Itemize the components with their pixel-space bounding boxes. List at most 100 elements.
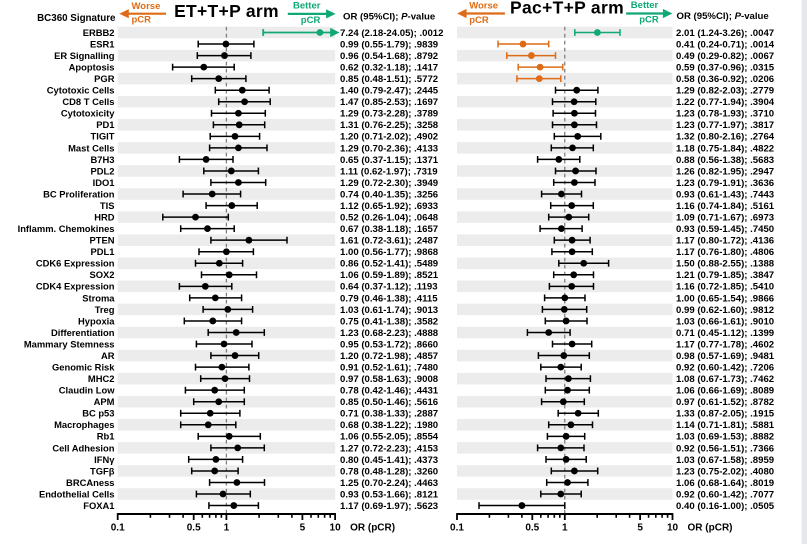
svg-text:OR (95%CI); P-value: OR (95%CI); P-value (677, 11, 769, 22)
svg-text:0.79 (0.46-1.38); .4115: 0.79 (0.46-1.38); .4115 (340, 293, 438, 304)
svg-text:Inflamm. Chemokines: Inflamm. Chemokines (18, 223, 115, 234)
svg-text:FOXA1: FOXA1 (83, 500, 114, 511)
svg-text:B7H3: B7H3 (91, 154, 115, 165)
svg-text:1.23 (0.75-2.02); .4080: 1.23 (0.75-2.02); .4080 (676, 466, 774, 477)
svg-text:1.31 (0.76-2.25); .3258: 1.31 (0.76-2.25); .3258 (340, 120, 439, 131)
svg-text:Cytotoxicity: Cytotoxicity (61, 108, 115, 119)
svg-text:1.18 (0.75-1.84); .4822: 1.18 (0.75-1.84); .4822 (676, 143, 774, 154)
svg-text:TIGIT: TIGIT (91, 131, 115, 142)
svg-text:1.06 (0.59-1.89); .8521: 1.06 (0.59-1.89); .8521 (340, 270, 439, 281)
svg-text:0.67 (0.38-1.18); .1657: 0.67 (0.38-1.18); .1657 (340, 224, 438, 235)
svg-text:Hypoxia: Hypoxia (78, 315, 115, 326)
svg-text:0.99 (0.62-1.60); .9812: 0.99 (0.62-1.60); .9812 (676, 305, 774, 316)
svg-text:1.32 (0.80-2.16); .2764: 1.32 (0.80-2.16); .2764 (676, 132, 775, 143)
svg-text:0.59 (0.37-0.96); .0315: 0.59 (0.37-0.96); .0315 (676, 63, 775, 74)
svg-text:1.03 (0.61-1.74); .9013: 1.03 (0.61-1.74); .9013 (340, 305, 438, 316)
svg-text:Endothelial Cells: Endothelial Cells (39, 488, 115, 499)
svg-text:Apoptosis: Apoptosis (69, 62, 115, 73)
svg-text:1.27 (0.72-2.23); .4153: 1.27 (0.72-2.23); .4153 (340, 443, 438, 454)
svg-text:CD8 T Cells: CD8 T Cells (62, 96, 114, 107)
svg-text:0.92 (0.56-1.51); .7366: 0.92 (0.56-1.51); .7366 (676, 443, 774, 454)
svg-text:Mast Cells: Mast Cells (68, 142, 114, 153)
svg-text:10: 10 (667, 522, 679, 533)
svg-text:Macrophages: Macrophages (54, 419, 114, 430)
svg-text:Worse: Worse (132, 1, 161, 12)
svg-text:1.22 (0.77-1.94); .3904: 1.22 (0.77-1.94); .3904 (676, 97, 775, 108)
svg-text:1.20 (0.71-2.02); .4902: 1.20 (0.71-2.02); .4902 (340, 132, 438, 143)
svg-text:ERBB2: ERBB2 (83, 27, 115, 38)
svg-text:1: 1 (224, 522, 230, 533)
svg-text:1.16 (0.72-1.85); .5410: 1.16 (0.72-1.85); .5410 (676, 282, 774, 293)
svg-text:MHC2: MHC2 (88, 373, 115, 384)
svg-text:1.47 (0.85-2.53); .1697: 1.47 (0.85-2.53); .1697 (340, 97, 438, 108)
svg-text:CDK6 Expression: CDK6 Expression (36, 258, 115, 269)
svg-text:SOX2: SOX2 (89, 269, 114, 280)
svg-text:0.97 (0.61-1.52); .8782: 0.97 (0.61-1.52); .8782 (676, 397, 774, 408)
svg-text:0.93 (0.59-1.45); .7450: 0.93 (0.59-1.45); .7450 (676, 224, 774, 235)
svg-text:1.06 (0.68-1.64); .8019: 1.06 (0.68-1.64); .8019 (676, 478, 774, 489)
svg-text:0.64 (0.37-1.12); .1193: 0.64 (0.37-1.12); .1193 (340, 282, 438, 293)
svg-text:1.00 (0.56-1.77); .9868: 1.00 (0.56-1.77); .9868 (340, 247, 439, 258)
svg-text:0.85 (0.50-1.46); .5616: 0.85 (0.50-1.46); .5616 (340, 397, 438, 408)
svg-text:CDK4 Expression: CDK4 Expression (36, 281, 115, 292)
svg-text:0.78 (0.42-1.46); .4431: 0.78 (0.42-1.46); .4431 (340, 386, 439, 397)
svg-text:Claudin Low: Claudin Low (59, 385, 115, 396)
svg-text:Better: Better (293, 1, 321, 12)
svg-text:0.65 (0.37-1.15); .1371: 0.65 (0.37-1.15); .1371 (340, 155, 439, 166)
svg-text:1.06 (0.55-2.05); .8554: 1.06 (0.55-2.05); .8554 (340, 432, 439, 443)
svg-text:0.95 (0.53-1.72); .8660: 0.95 (0.53-1.72); .8660 (340, 339, 438, 350)
svg-text:0.99 (0.55-1.79); .9839: 0.99 (0.55-1.79); .9839 (340, 39, 438, 50)
svg-text:1.21 (0.79-1.85); .3847: 1.21 (0.79-1.85); .3847 (676, 270, 774, 281)
svg-text:PGR: PGR (94, 73, 115, 84)
svg-text:1.17 (0.80-1.72); .4136: 1.17 (0.80-1.72); .4136 (676, 236, 774, 247)
svg-text:10: 10 (330, 522, 342, 533)
svg-text:1.12 (0.65-1.92); .6933: 1.12 (0.65-1.92); .6933 (340, 201, 438, 212)
svg-text:5: 5 (300, 522, 306, 533)
svg-text:0.88 (0.56-1.38); .5683: 0.88 (0.56-1.38); .5683 (676, 155, 774, 166)
svg-text:PDL1: PDL1 (91, 246, 115, 257)
svg-text:Cytotoxic Cells: Cytotoxic Cells (47, 85, 115, 96)
svg-text:0.86 (0.52-1.41); .5489: 0.86 (0.52-1.41); .5489 (340, 259, 438, 270)
svg-text:5: 5 (637, 522, 643, 533)
svg-text:PTEN: PTEN (89, 235, 114, 246)
svg-text:0.71 (0.45-1.12); .1399: 0.71 (0.45-1.12); .1399 (676, 328, 774, 339)
svg-text:1.08 (0.67-1.73); .7462: 1.08 (0.67-1.73); .7462 (676, 374, 774, 385)
svg-text:1.61 (0.72-3.61); .2487: 1.61 (0.72-3.61); .2487 (340, 236, 438, 247)
svg-text:OR (pCR): OR (pCR) (688, 522, 733, 533)
svg-text:7.24 (2.18-24.05); .0012: 7.24 (2.18-24.05); .0012 (340, 28, 443, 39)
svg-text:ET+T+P arm: ET+T+P arm (174, 1, 279, 21)
svg-text:HRD: HRD (94, 212, 115, 223)
svg-text:pCR: pCR (132, 15, 152, 26)
svg-text:Rb1: Rb1 (97, 431, 115, 442)
svg-text:0.1: 0.1 (111, 522, 125, 533)
svg-text:0.41 (0.24-0.71); .0014: 0.41 (0.24-0.71); .0014 (676, 39, 775, 50)
svg-text:pCR: pCR (301, 15, 321, 26)
svg-text:0.49 (0.29-0.82); .0067: 0.49 (0.29-0.82); .0067 (676, 51, 774, 62)
svg-text:0.98 (0.57-1.69); .9481: 0.98 (0.57-1.69); .9481 (676, 351, 775, 362)
svg-text:BC360 Signature: BC360 Signature (37, 13, 116, 24)
svg-text:1.23 (0.79-1.91); .3636: 1.23 (0.79-1.91); .3636 (676, 178, 774, 189)
svg-text:pCR: pCR (639, 15, 659, 26)
svg-text:APM: APM (94, 396, 115, 407)
svg-text:1.26 (0.82-1.95); .2947: 1.26 (0.82-1.95); .2947 (676, 166, 774, 177)
svg-text:1.14 (0.71-1.81); .5881: 1.14 (0.71-1.81); .5881 (676, 420, 775, 431)
svg-text:0.92 (0.60-1.42); .7206: 0.92 (0.60-1.42); .7206 (676, 363, 774, 374)
svg-text:1.03 (0.67-1.58); .8959: 1.03 (0.67-1.58); .8959 (676, 455, 774, 466)
svg-text:1.17 (0.77-1.78); .4602: 1.17 (0.77-1.78); .4602 (676, 339, 774, 350)
svg-text:1.06 (0.66-1.69); .8089: 1.06 (0.66-1.69); .8089 (676, 386, 774, 397)
svg-text:0.74 (0.40-1.35); .3256: 0.74 (0.40-1.35); .3256 (340, 189, 438, 200)
svg-text:0.93 (0.61-1.43); .7443: 0.93 (0.61-1.43); .7443 (676, 189, 774, 200)
svg-text:1.03 (0.66-1.61); .9010: 1.03 (0.66-1.61); .9010 (676, 316, 774, 327)
svg-text:Genomic Risk: Genomic Risk (52, 362, 115, 373)
svg-text:OR (pCR): OR (pCR) (350, 522, 395, 533)
svg-text:ESR1: ESR1 (90, 38, 115, 49)
svg-text:0.75 (0.41-1.38); .3582: 0.75 (0.41-1.38); .3582 (340, 316, 438, 327)
svg-text:1.16 (0.74-1.84); .5161: 1.16 (0.74-1.84); .5161 (676, 201, 775, 212)
svg-text:0.80 (0.45-1.41); .4373: 0.80 (0.45-1.41); .4373 (340, 455, 438, 466)
svg-text:BRCAness: BRCAness (66, 477, 114, 488)
svg-text:1: 1 (562, 522, 568, 533)
svg-text:0.5: 0.5 (187, 522, 201, 533)
svg-text:0.40 (0.16-1.00); .0505: 0.40 (0.16-1.00); .0505 (676, 501, 775, 512)
svg-text:1.29 (0.82-2.03); .2779: 1.29 (0.82-2.03); .2779 (676, 86, 774, 97)
svg-text:Differentiation: Differentiation (51, 327, 115, 338)
